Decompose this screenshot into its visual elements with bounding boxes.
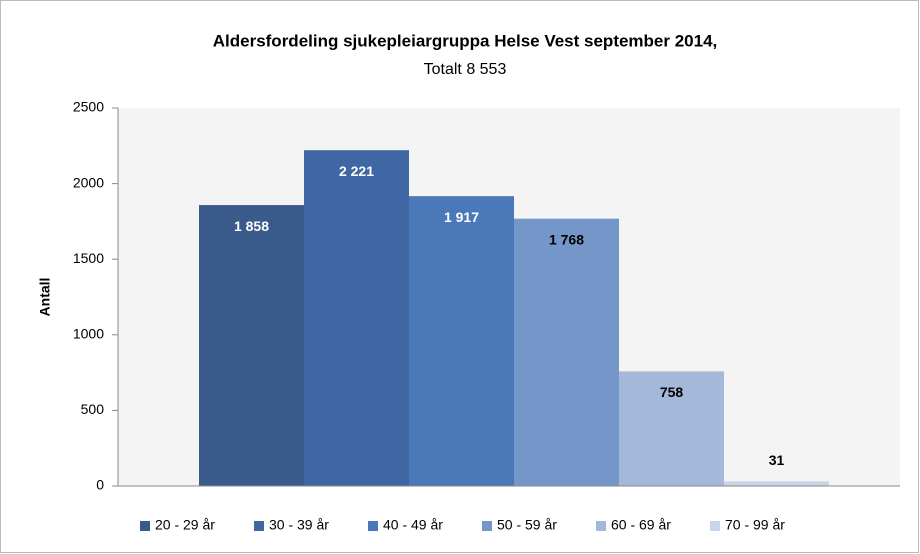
bar	[619, 371, 724, 486]
legend-label: 70 - 99 år	[725, 517, 785, 533]
bar	[199, 205, 304, 486]
bar	[409, 196, 514, 486]
legend-label: 40 - 49 år	[383, 517, 443, 533]
bar	[304, 150, 409, 486]
legend-label: 50 - 59 år	[497, 517, 557, 533]
y-tick-label: 1000	[73, 326, 104, 342]
legend-swatch	[140, 521, 150, 531]
bar	[514, 218, 619, 486]
legend-swatch	[596, 521, 606, 531]
chart-subtitle: Totalt 8 553	[424, 61, 507, 78]
data-label: 1 768	[549, 231, 584, 247]
y-tick-label: 2000	[73, 174, 104, 190]
data-label: 758	[660, 384, 684, 400]
legend-swatch	[710, 521, 720, 531]
legend-label: 30 - 39 år	[269, 517, 329, 533]
y-tick-label: 500	[81, 401, 105, 417]
bar	[724, 481, 829, 486]
legend-swatch	[368, 521, 378, 531]
data-label: 2 221	[339, 163, 374, 179]
chart-title: Aldersfordeling sjukepleiargruppa Helse …	[213, 31, 718, 50]
data-label: 1 917	[444, 209, 479, 225]
legend-swatch	[254, 521, 264, 531]
legend-label: 60 - 69 år	[611, 517, 671, 533]
legend-swatch	[482, 521, 492, 531]
y-axis-label: Antall	[37, 278, 53, 317]
y-tick-label: 0	[96, 477, 104, 493]
data-label: 1 858	[234, 218, 269, 234]
data-label: 31	[769, 452, 785, 468]
y-tick-label: 1500	[73, 250, 104, 266]
y-tick-label: 2500	[73, 99, 104, 115]
legend-label: 20 - 29 år	[155, 517, 215, 533]
